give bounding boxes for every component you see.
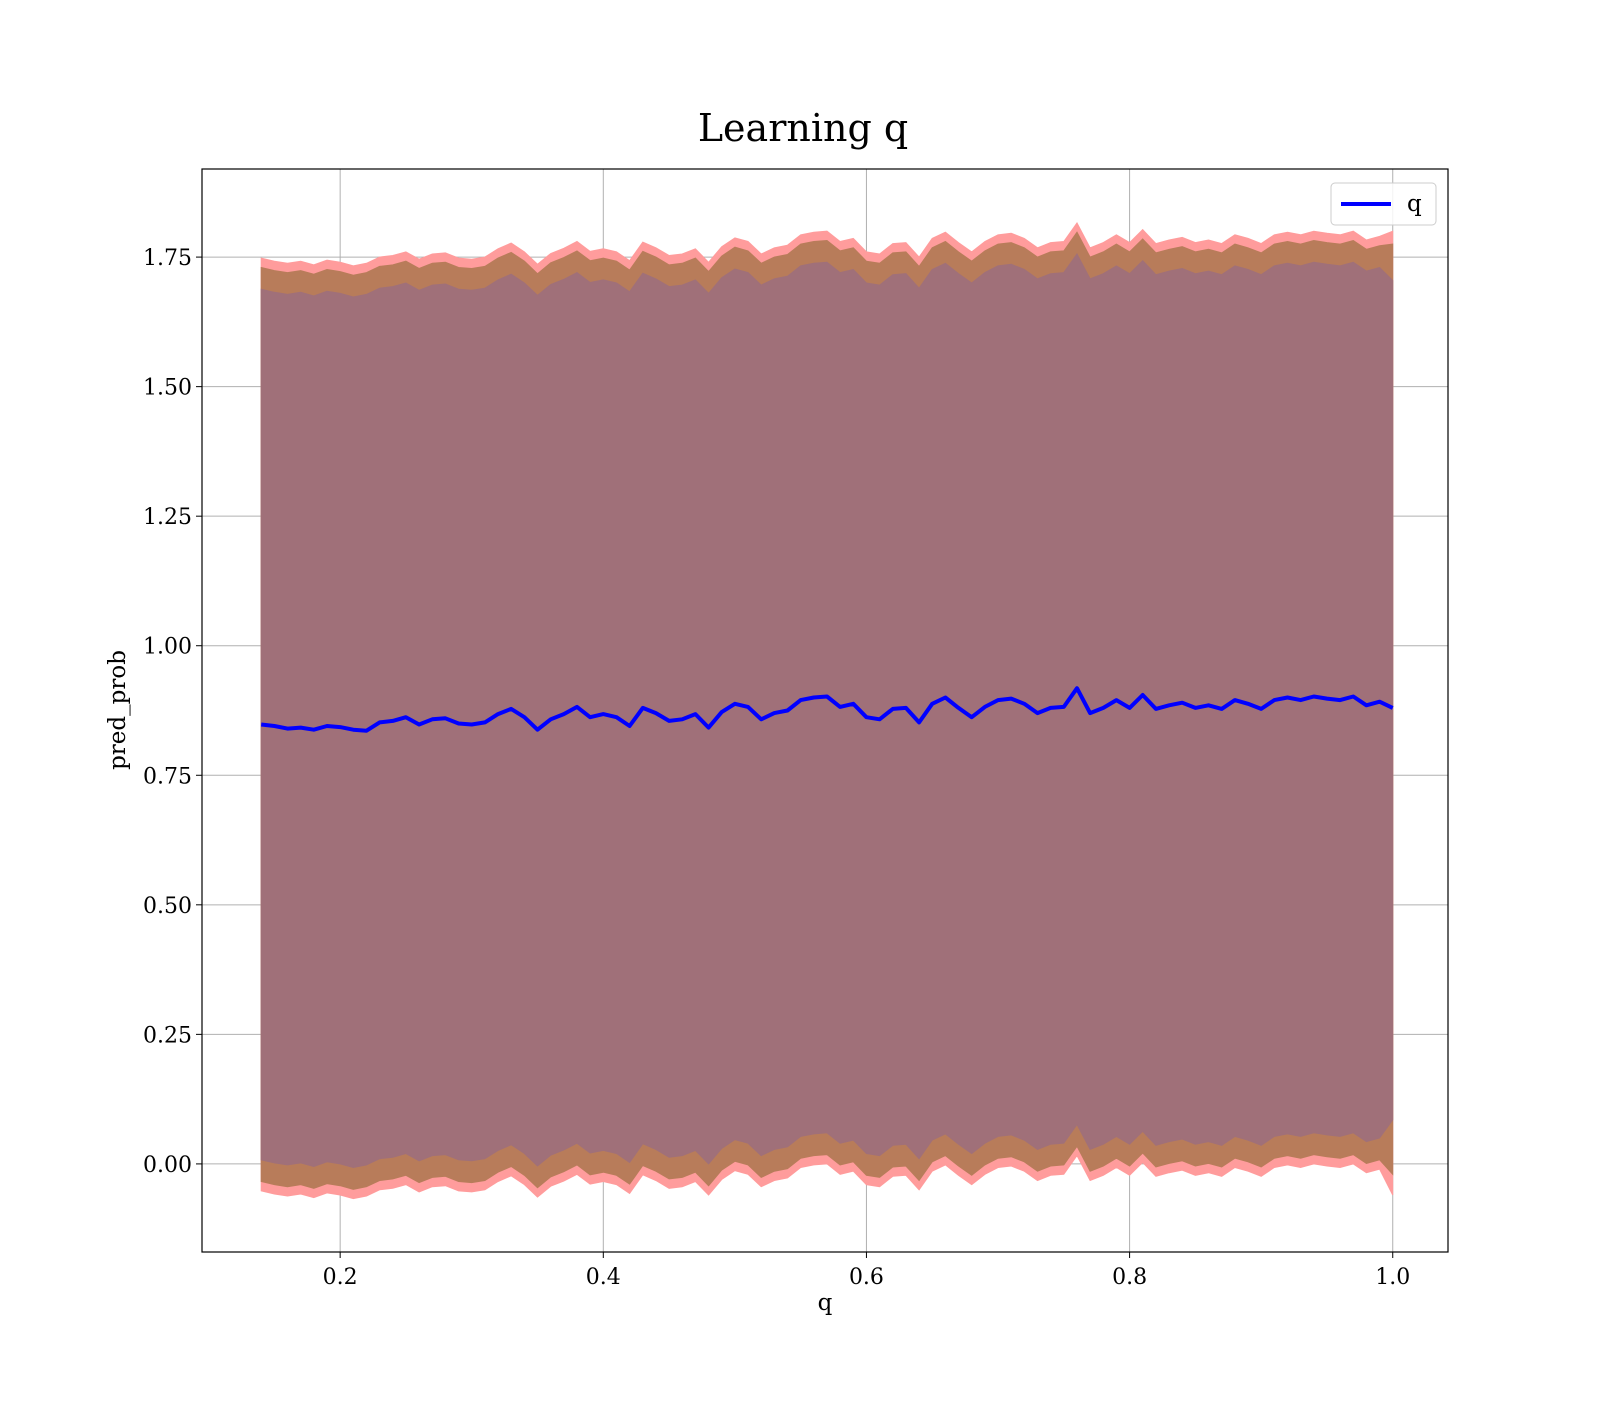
y-tick-label: 0.75 <box>143 764 192 789</box>
confidence-band <box>260 253 1394 1169</box>
x-axis-ticks: 0.2 0.4 0.6 0.8 1.0 <box>323 1252 1410 1290</box>
x-tick-label: 1.0 <box>1375 1265 1410 1290</box>
legend: q <box>1330 182 1437 226</box>
y-axis-label: pred_prob <box>105 650 131 770</box>
y-tick-label: 1.00 <box>143 635 192 660</box>
x-tick-label: 0.4 <box>586 1265 621 1290</box>
y-tick-label: 1.50 <box>143 376 192 401</box>
x-tick-label: 0.8 <box>1112 1265 1147 1290</box>
series-line-q <box>260 686 1394 733</box>
y-tick-label: 1.25 <box>143 505 192 530</box>
x-axis-label: q <box>818 1290 833 1316</box>
y-tick-label: 0.00 <box>143 1153 192 1178</box>
chart-title: Learning q <box>698 106 908 150</box>
x-tick-label: 0.2 <box>323 1265 358 1290</box>
legend-label: q <box>1407 191 1422 217</box>
plot-frame <box>201 168 1449 1253</box>
y-tick-label: 0.50 <box>143 894 192 919</box>
y-tick-label: 0.25 <box>143 1023 192 1048</box>
confidence-bands <box>260 221 1394 1200</box>
x-tick-label: 0.6 <box>849 1265 884 1290</box>
series-lines <box>260 686 1394 733</box>
y-axis-ticks: 0.00 0.25 0.50 0.75 1.00 1.25 1.50 1.75 <box>143 246 202 1178</box>
y-tick-label: 1.75 <box>143 246 192 271</box>
